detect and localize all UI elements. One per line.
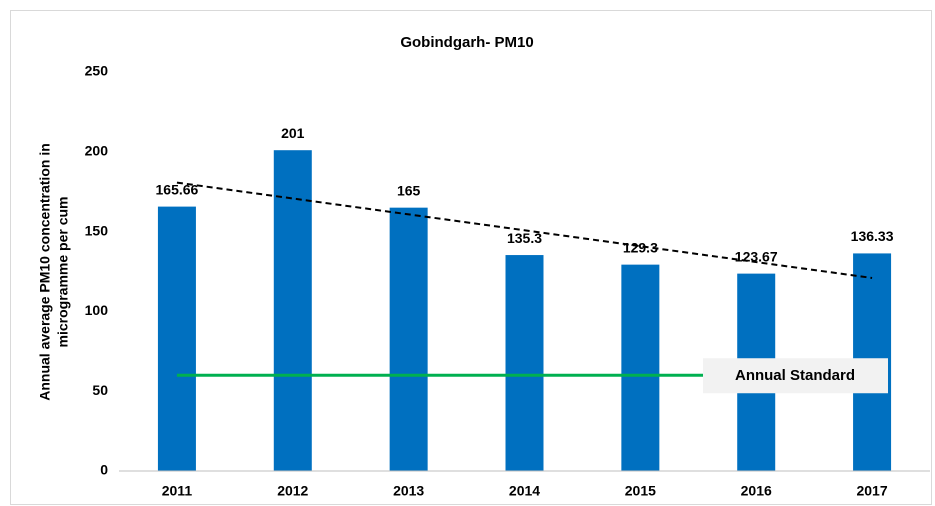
data-label: 165.66 [156,181,199,197]
data-label: 201 [281,125,305,141]
y-tick-label: 200 [85,143,109,159]
y-tick-label: 250 [85,63,109,79]
y-tick-label: 0 [100,462,108,478]
x-tick-label: 2014 [509,483,540,499]
data-label: 135.3 [507,230,542,246]
chart-title: Gobindgarh- PM10 [400,34,533,51]
y-tick-label: 100 [85,302,109,318]
x-tick-label: 2015 [625,483,656,499]
y-axis-title: microgramme per cum [55,197,71,348]
bar [389,207,428,471]
bar [505,255,544,471]
x-tick-label: 2013 [393,483,424,499]
y-tick-label: 150 [85,222,109,238]
trendline [176,181,873,279]
data-label: 165 [397,182,421,198]
bar [621,264,660,471]
bar [157,206,196,472]
bar [273,150,312,472]
x-tick-label: 2016 [741,483,772,499]
x-tick-label: 2017 [856,483,887,499]
data-label: 136.33 [851,228,894,244]
x-tick-label: 2011 [162,483,193,499]
y-axis-title: Annual average PM10 concentration in [37,143,53,401]
y-tick-label: 50 [92,382,108,398]
data-label: 129.3 [623,239,658,255]
chart-border [10,10,932,505]
standard-label: Annual Standard [735,367,855,384]
x-tick-label: 2012 [277,483,308,499]
standard-label-box [703,358,888,394]
